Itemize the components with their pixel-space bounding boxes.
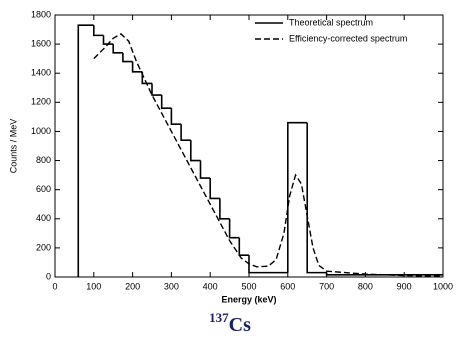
histogram-step <box>248 255 288 274</box>
y-tick-label: 200 <box>36 242 51 252</box>
x-tick-label: 700 <box>319 281 334 291</box>
y-tick-label: 400 <box>36 213 51 223</box>
histogram-step <box>112 44 123 54</box>
line-series <box>93 33 444 277</box>
element-symbol: Cs <box>229 314 251 336</box>
histogram-step <box>160 95 172 109</box>
y-tick-label: 800 <box>36 155 51 165</box>
histogram-step <box>93 25 104 37</box>
histogram-step <box>306 122 327 274</box>
x-tick-label: 800 <box>358 281 373 291</box>
histogram-step <box>219 198 230 220</box>
histogram-step <box>287 121 308 273</box>
x-tick-label: 0 <box>52 281 57 291</box>
x-tick-label: 500 <box>241 281 256 291</box>
histogram-step <box>325 272 443 276</box>
x-tick-label: 300 <box>164 281 179 291</box>
histogram-step <box>141 71 152 85</box>
x-tick-label: 900 <box>397 281 412 291</box>
plot-frame <box>54 14 444 278</box>
histogram-step <box>131 61 143 73</box>
x-tick-label: 200 <box>125 281 140 291</box>
histogram-step <box>151 83 162 96</box>
histogram-step <box>199 160 211 179</box>
y-tick-label: 1600 <box>31 38 51 48</box>
y-tick-label: 600 <box>36 184 51 194</box>
x-axis-label: Energy (keV) <box>221 294 276 304</box>
histogram-step <box>180 124 191 141</box>
y-tick-label: 1000 <box>31 126 51 136</box>
histogram-step <box>209 178 220 200</box>
y-tick-label: 1400 <box>31 68 51 78</box>
x-tick-label: 400 <box>203 281 218 291</box>
x-tick-label: 600 <box>280 281 295 291</box>
histogram-step <box>102 35 114 45</box>
legend-label: Theoretical spectrum <box>289 17 373 27</box>
legend-label: Efficiency-corrected spectrum <box>289 33 407 43</box>
histogram-step <box>170 108 182 125</box>
y-axis-label: Counts / MeV <box>8 119 18 174</box>
histogram-step <box>122 52 133 63</box>
histogram-step <box>238 237 249 256</box>
x-tick-label: 100 <box>86 281 101 291</box>
chart-title: 137Cs <box>209 310 251 336</box>
y-tick-label: 1800 <box>31 9 51 19</box>
histogram-step <box>77 24 94 277</box>
y-tick-label: 0 <box>46 271 51 281</box>
x-tick-label: 1000 <box>433 281 453 291</box>
histogram-step <box>190 140 201 162</box>
histogram-step <box>228 218 240 239</box>
isotope-mass: 137 <box>209 310 229 325</box>
y-tick-label: 1200 <box>31 97 51 107</box>
